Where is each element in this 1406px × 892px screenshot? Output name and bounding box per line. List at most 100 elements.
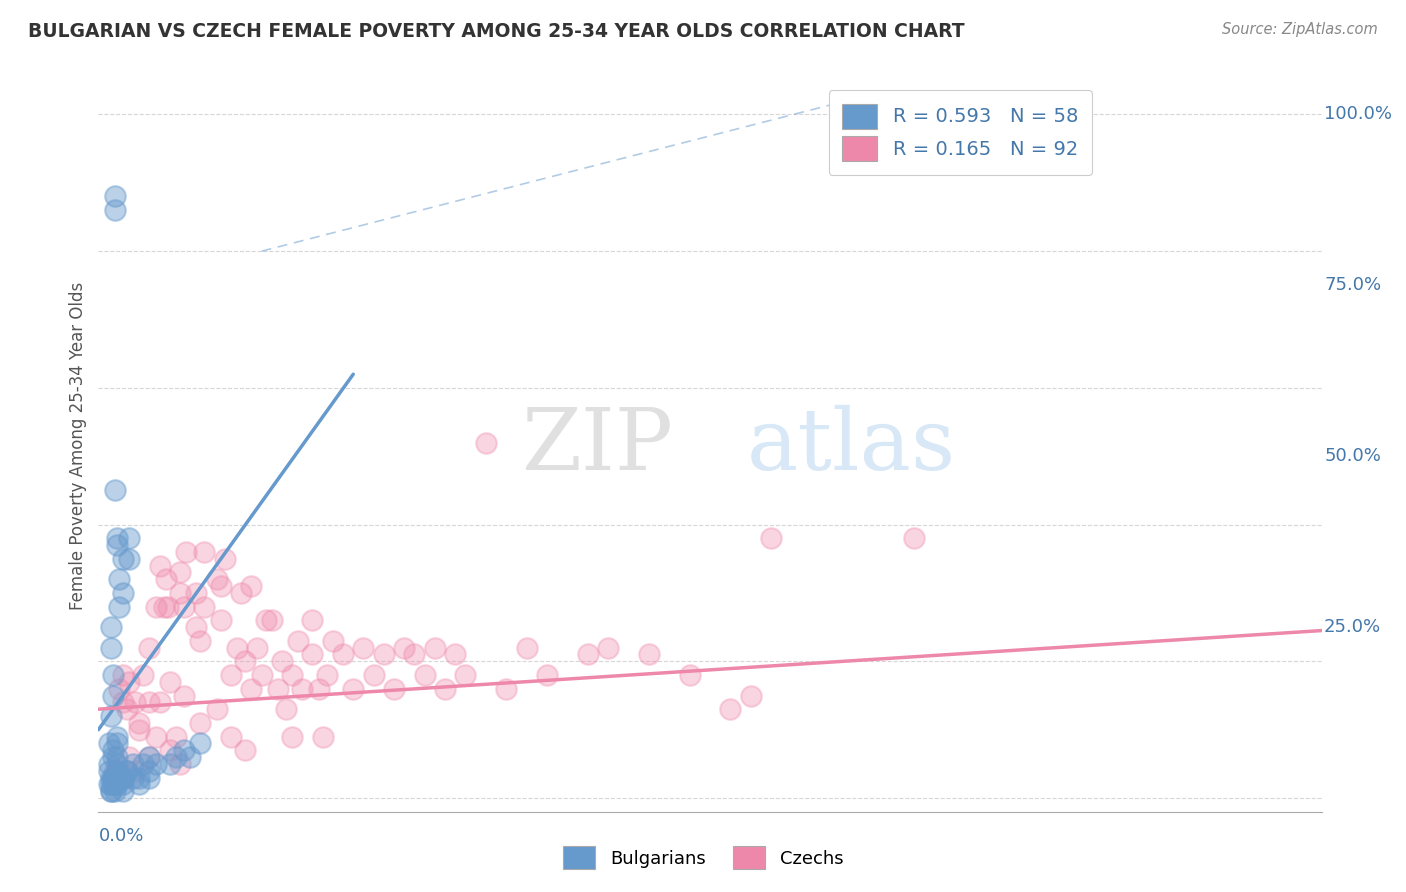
Point	[115, 764, 138, 778]
Point	[186, 586, 208, 600]
Point	[108, 572, 131, 586]
Point	[124, 695, 146, 709]
Text: 100.0%: 100.0%	[1324, 105, 1392, 123]
Point	[100, 777, 122, 791]
Point	[138, 771, 160, 785]
Text: ZIP: ZIP	[522, 404, 673, 488]
Point	[159, 674, 181, 689]
Point	[392, 640, 416, 655]
Point	[115, 764, 138, 778]
Point	[145, 599, 167, 614]
Point	[576, 648, 599, 662]
Point	[145, 756, 167, 771]
Point	[352, 640, 374, 655]
Point	[128, 723, 150, 737]
Point	[138, 640, 160, 655]
Point	[104, 777, 127, 791]
Point	[100, 640, 122, 655]
Point	[281, 668, 304, 682]
Point	[382, 681, 405, 696]
Legend: Bulgarians, Czechs: Bulgarians, Czechs	[554, 838, 852, 879]
Legend: R = 0.593   N = 58, R = 0.165   N = 92: R = 0.593 N = 58, R = 0.165 N = 92	[828, 90, 1091, 175]
Point	[188, 736, 212, 750]
Point	[118, 750, 141, 764]
Point	[165, 730, 187, 744]
Point	[322, 633, 344, 648]
Point	[104, 784, 127, 798]
Point	[124, 764, 146, 778]
Point	[274, 702, 297, 716]
Point	[118, 531, 141, 545]
Point	[101, 743, 124, 757]
Point	[149, 695, 172, 709]
Point	[308, 681, 330, 696]
Point	[267, 681, 290, 696]
Point	[205, 702, 228, 716]
Point	[287, 633, 309, 648]
Point	[111, 668, 134, 682]
Point	[169, 566, 191, 580]
Point	[156, 599, 179, 614]
Point	[169, 756, 191, 771]
Point	[231, 586, 253, 600]
Point	[281, 730, 304, 744]
Point	[270, 654, 294, 668]
Point	[363, 668, 385, 682]
Point	[761, 531, 783, 545]
Point	[205, 572, 228, 586]
Point	[173, 599, 195, 614]
Point	[101, 689, 124, 703]
Point	[193, 545, 215, 559]
Point	[104, 483, 127, 498]
Point	[100, 771, 122, 785]
Point	[145, 730, 167, 744]
Point	[173, 689, 195, 703]
Point	[165, 750, 187, 764]
Point	[104, 203, 127, 218]
Point	[413, 668, 436, 682]
Point	[740, 689, 762, 703]
Point	[254, 613, 277, 627]
Point	[128, 771, 150, 785]
Point	[108, 599, 131, 614]
Point	[516, 640, 538, 655]
Point	[108, 681, 131, 696]
Point	[152, 599, 174, 614]
Point	[159, 743, 181, 757]
Point	[105, 771, 128, 785]
Point	[132, 668, 155, 682]
Point	[100, 709, 122, 723]
Y-axis label: Female Poverty Among 25-34 Year Olds: Female Poverty Among 25-34 Year Olds	[69, 282, 87, 610]
Point	[186, 620, 208, 634]
Point	[301, 613, 323, 627]
Point	[155, 572, 177, 586]
Point	[637, 648, 661, 662]
Point	[111, 771, 134, 785]
Point	[209, 579, 232, 593]
Text: 75.0%: 75.0%	[1324, 277, 1381, 294]
Point	[240, 579, 263, 593]
Point	[903, 531, 925, 545]
Point	[100, 620, 122, 634]
Point	[105, 736, 128, 750]
Point	[315, 668, 337, 682]
Point	[122, 756, 145, 771]
Point	[132, 756, 155, 771]
Point	[598, 640, 620, 655]
Point	[179, 750, 201, 764]
Point	[404, 648, 426, 662]
Point	[97, 777, 120, 791]
Point	[423, 640, 446, 655]
Point	[188, 715, 212, 730]
Point	[138, 695, 160, 709]
Point	[444, 648, 467, 662]
Point	[111, 695, 134, 709]
Point	[101, 750, 124, 764]
Point	[173, 743, 195, 757]
Point	[101, 771, 124, 785]
Point	[122, 771, 145, 785]
Point	[679, 668, 702, 682]
Point	[100, 784, 122, 798]
Point	[214, 551, 236, 566]
Text: 50.0%: 50.0%	[1324, 447, 1381, 466]
